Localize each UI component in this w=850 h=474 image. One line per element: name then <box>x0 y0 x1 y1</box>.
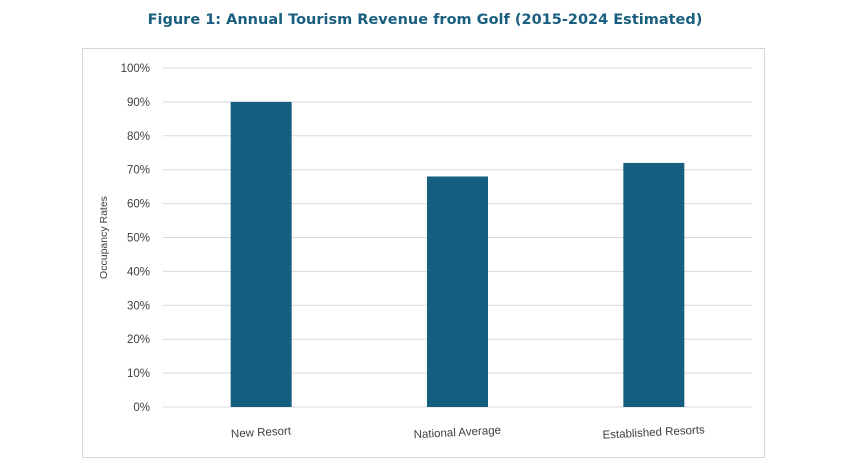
y-axis-title: Occupancy Rates <box>98 196 110 279</box>
bar-national-average <box>427 176 488 407</box>
y-tick-label: 60% <box>127 199 150 211</box>
y-axis-tick-labels: 0% 10% 20% 30% 40% 50% 60% 70% 80% 90% 100% <box>121 63 150 414</box>
y-tick-label: 10% <box>127 368 150 380</box>
figure-title: Figure 1: Annual Tourism Revenue from Go… <box>147 12 703 28</box>
y-tick-label: 30% <box>127 300 150 312</box>
y-tick-label: 50% <box>127 233 150 245</box>
category-label: National Average <box>413 425 501 442</box>
y-tick-label: 90% <box>127 97 150 109</box>
x-axis-category-labels: New Resort National Average Established Re… <box>231 424 706 441</box>
bars <box>230 101 685 408</box>
category-label: New Resort <box>231 425 292 440</box>
y-tick-label: 80% <box>127 131 150 143</box>
y-tick-label: 100% <box>121 63 150 75</box>
chart-frame <box>82 48 765 458</box>
bar-new-resort <box>230 101 292 408</box>
y-tick-label: 0% <box>133 402 150 414</box>
y-tick-label: 20% <box>127 334 150 346</box>
y-tick-label: 40% <box>127 266 150 278</box>
bar-established-resorts <box>623 162 685 407</box>
category-label: Established Resorts <box>602 424 705 441</box>
y-tick-label: 70% <box>127 165 150 177</box>
